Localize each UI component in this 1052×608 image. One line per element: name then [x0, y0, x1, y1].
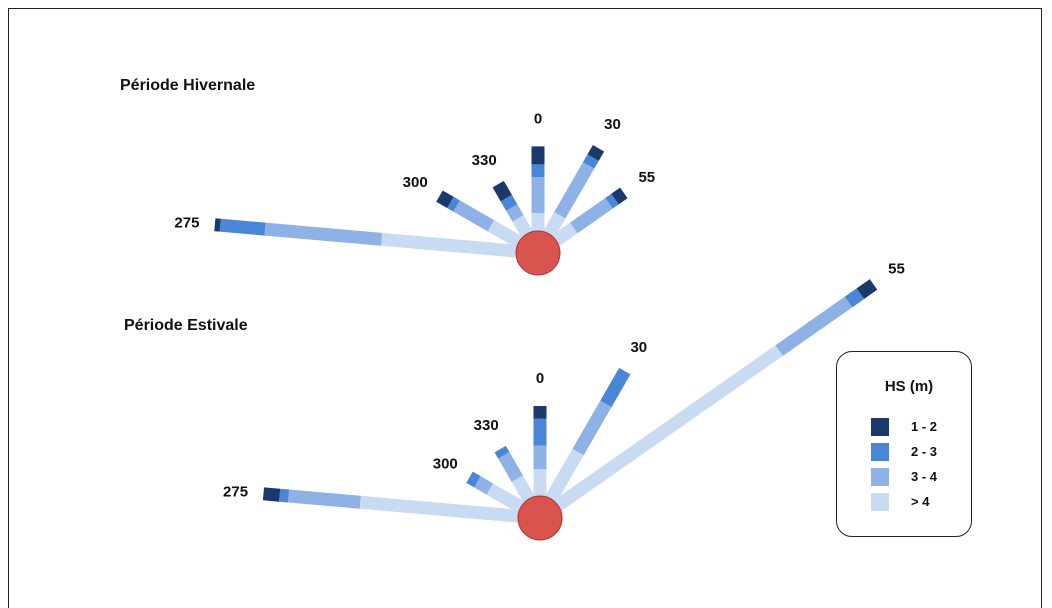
spoke-300-class-gt4 [490, 489, 521, 507]
spoke-55-class-1-to-2 [860, 284, 873, 293]
spoke-330-class-3-to-4 [512, 207, 518, 218]
spoke-330-class-1-to-2 [498, 184, 506, 198]
direction-label-330: 330 [474, 417, 499, 434]
legend-swatch-1-2 [871, 418, 889, 436]
spoke-330-class-gt4 [518, 218, 527, 234]
spoke-275-class-2-to-3 [220, 225, 265, 229]
direction-label-0: 0 [534, 110, 542, 127]
spoke-275-class-gt4 [360, 502, 518, 516]
legend-title: HS (m) [837, 378, 971, 395]
direction-label-30: 30 [630, 339, 647, 356]
direction-label-300: 300 [433, 455, 458, 472]
spoke-55-class-2-to-3 [609, 199, 615, 203]
spoke-330-class-2-to-3 [506, 198, 511, 207]
direction-label-330: 330 [472, 152, 497, 169]
direction-label-55: 55 [888, 260, 905, 277]
period-title-summer: Période Estivale [124, 317, 248, 334]
direction-label-300: 300 [403, 174, 428, 191]
legend-item-1-2: 1 - 2 [871, 418, 966, 436]
spoke-300-class-3-to-4 [457, 206, 491, 226]
period-title-winter: Période Hivernale [120, 77, 255, 94]
spoke-55-class-3-to-4 [574, 203, 609, 228]
spoke-30-class-1-to-2 [593, 148, 598, 157]
rose-winter: Période Hivernale 275 300 330 0 30 55 [120, 77, 655, 275]
spoke-300-class-2-to-3 [470, 477, 478, 482]
spoke-55-class-2-to-3 [848, 294, 860, 302]
spoke-275-class-1-to-2 [263, 494, 279, 495]
spoke-30-class-2-to-3 [589, 158, 594, 166]
legend-label-2-3: 2 - 3 [911, 444, 937, 459]
rose-summer: Période Estivale 275 300 330 0 30 55 [124, 260, 905, 540]
legend: HS (m) 1 - 2 2 - 3 3 - 4 > 4 [836, 351, 972, 537]
spoke-300-class-gt4 [491, 226, 519, 242]
direction-label-275: 275 [223, 483, 248, 500]
direction-label-0: 0 [536, 370, 544, 387]
rose-center-summer [518, 496, 562, 540]
legend-item-2-3: 2 - 3 [871, 443, 966, 461]
legend-swatch-gt4 [871, 493, 889, 511]
legend-label-3-4: 3 - 4 [911, 469, 937, 484]
direction-label-275: 275 [174, 214, 199, 231]
spoke-330-class-gt4 [517, 479, 529, 499]
spoke-330-class-3-to-4 [504, 455, 518, 478]
spoke-55-class-3-to-4 [779, 302, 848, 351]
legend-swatch-2-3 [871, 443, 889, 461]
rose-center-winter [516, 231, 560, 275]
spoke-275-class-3-to-4 [265, 229, 382, 239]
direction-label-55: 55 [638, 169, 655, 186]
legend-item-3-4: 3 - 4 [871, 468, 966, 486]
spoke-30-class-3-to-4 [560, 165, 589, 215]
spoke-30-class-3-to-4 [578, 404, 606, 452]
direction-label-30: 30 [604, 116, 621, 133]
spoke-275-class-gt4 [382, 239, 516, 251]
legend-label-1-2: 1 - 2 [911, 419, 937, 434]
legend-label-gt4: > 4 [911, 494, 929, 509]
spoke-55-class-1-to-2 [615, 193, 624, 199]
spoke-300-class-2-to-3 [450, 202, 456, 206]
spoke-300-class-3-to-4 [477, 482, 489, 489]
spoke-275-class-3-to-4 [289, 496, 361, 502]
spoke-300-class-1-to-2 [439, 196, 450, 202]
legend-item-gt4: > 4 [871, 493, 966, 511]
spoke-330-class-2-to-3 [500, 449, 504, 455]
spoke-275-class-2-to-3 [280, 495, 289, 496]
spoke-30-class-2-to-3 [606, 371, 625, 404]
legend-swatch-3-4 [871, 468, 889, 486]
